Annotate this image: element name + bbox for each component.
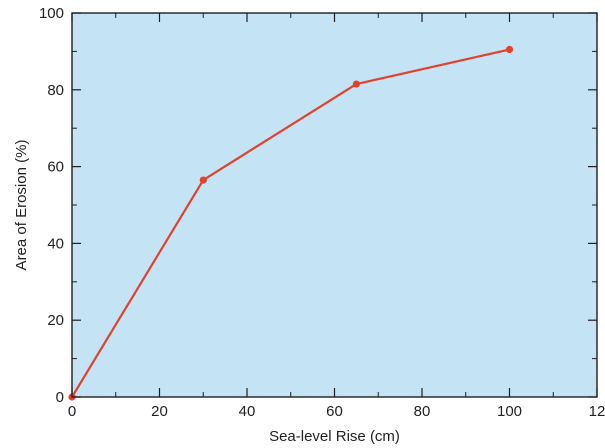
y-tick-label: 60 (47, 159, 64, 176)
data-point (199, 176, 207, 184)
x-tick-label: 80 (414, 403, 431, 420)
y-tick-label: 20 (47, 312, 64, 329)
y-tick-label: 100 (39, 5, 64, 22)
y-tick-label: 80 (47, 82, 64, 99)
x-tick-label: 100 (497, 403, 522, 420)
x-axis-tick-labels: 0 20 40 60 80 100 12 (68, 403, 605, 420)
x-tick-label: 60 (326, 403, 343, 420)
series-layer (68, 45, 514, 401)
x-tick-label: 40 (239, 403, 256, 420)
y-tick-label: 0 (56, 389, 64, 406)
plot-frame (71, 12, 598, 398)
y-axis-tick-labels: 0 20 40 60 80 100 (39, 5, 64, 406)
x-tick-label: 12 (589, 403, 605, 420)
series-line (71, 48, 510, 398)
x-tick-label: 20 (151, 403, 168, 420)
data-point (505, 45, 514, 54)
data-point (352, 80, 360, 88)
x-axis-label: Sea-level Rise (cm) (269, 428, 400, 445)
y-tick-label: 40 (47, 235, 64, 252)
plot-area (72, 13, 597, 397)
minor-ticks (72, 13, 597, 397)
y-axis-label: Area of Erosion (%) (13, 140, 30, 271)
x-tick-label: 0 (68, 403, 76, 420)
